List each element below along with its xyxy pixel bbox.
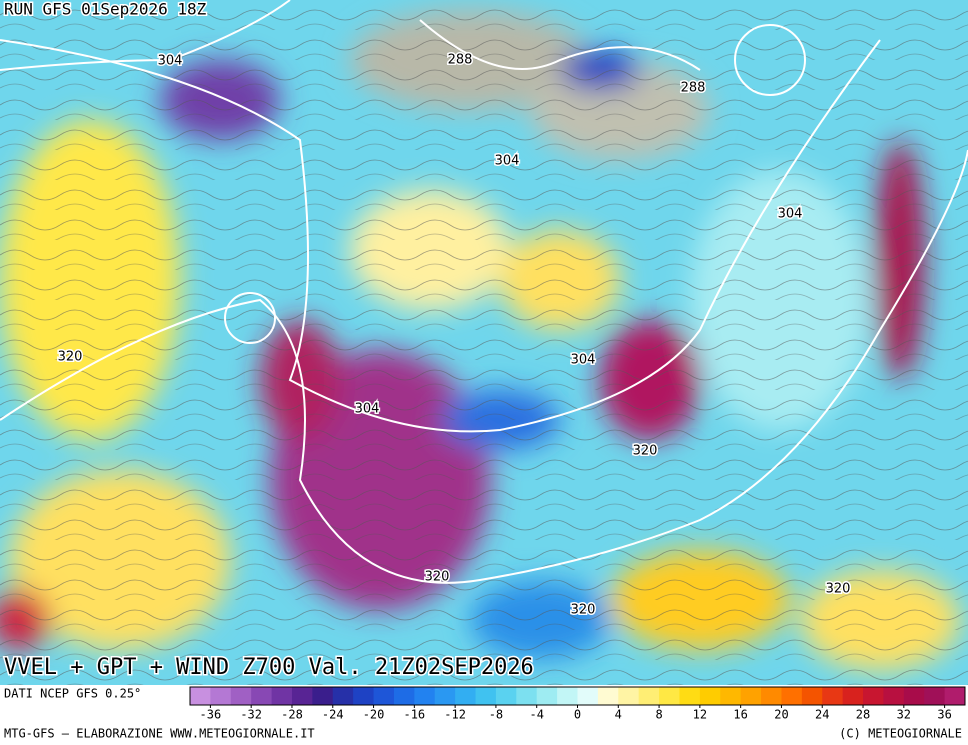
- tick-label: 0: [574, 708, 581, 722]
- color-swatch: [740, 687, 762, 705]
- contour-label: 304: [778, 207, 803, 222]
- source-label: DATI NCEP GFS 0.25°: [4, 687, 141, 701]
- color-swatch: [699, 687, 721, 705]
- color-swatch: [332, 687, 354, 705]
- color-swatch: [883, 687, 905, 705]
- color-swatch: [924, 687, 946, 705]
- color-swatch: [373, 687, 395, 705]
- contour-label: 320: [425, 570, 450, 585]
- color-swatch: [516, 687, 538, 705]
- color-swatch: [618, 687, 640, 705]
- color-swatch: [414, 687, 436, 705]
- color-swatch: [720, 687, 742, 705]
- tick-label: 36: [937, 708, 951, 722]
- contour-labels: 304 288 288 304 304 320 304 304 320 320 320 320: [56, 51, 852, 619]
- tick-label: 16: [733, 708, 747, 722]
- color-swatch: [557, 687, 578, 705]
- color-swatch: [781, 687, 803, 705]
- tick-label: -16: [403, 708, 425, 722]
- color-swatch: [230, 687, 252, 705]
- tick-label: -4: [529, 708, 543, 722]
- color-swatch: [312, 687, 334, 705]
- tick-label: -36: [200, 708, 222, 722]
- tick-label: 24: [815, 708, 829, 722]
- color-swatch: [944, 687, 966, 705]
- map: 304 288 288 304 304 320 304 304 320 320 320 320 RUN…: [0, 0, 968, 685]
- color-swatch: [455, 687, 477, 705]
- tick-label: -20: [363, 708, 385, 722]
- color-swatch: [659, 687, 680, 705]
- contour-label: 320: [826, 582, 851, 597]
- color-swatch: [863, 687, 884, 705]
- color-swatch: [597, 687, 619, 705]
- tick-label: -28: [281, 708, 303, 722]
- contour-label: 320: [58, 350, 83, 365]
- tick-label: 32: [897, 708, 911, 722]
- color-swatch: [577, 687, 599, 705]
- tick-label: 4: [615, 708, 622, 722]
- color-swatch: [801, 687, 823, 705]
- color-swatch: [761, 687, 782, 705]
- tick-label: 28: [856, 708, 870, 722]
- tick-label: 8: [655, 708, 662, 722]
- color-swatch: [353, 687, 375, 705]
- colorbar: -36 -32 -28 -24 -20 -16 -12 -8 -4 0 4 8 12 16 20 24 28 32…: [189, 686, 966, 722]
- color-swatch: [210, 687, 232, 705]
- color-swatch: [638, 687, 660, 705]
- tick-label: 20: [774, 708, 788, 722]
- color-swatch: [291, 687, 313, 705]
- tick-label: 12: [693, 708, 707, 722]
- color-swatch: [190, 687, 211, 705]
- map-title: VVEL + GPT + WIND Z700 Val. 21Z02SEP2026: [4, 655, 534, 680]
- footer-right: (C) METEOGIORNALE: [839, 727, 962, 741]
- color-swatch: [679, 687, 701, 705]
- color-swatch: [842, 687, 864, 705]
- contour-label: 288: [448, 53, 473, 68]
- color-swatch: [495, 687, 517, 705]
- contour-label: 320: [633, 444, 658, 459]
- color-swatch: [434, 687, 456, 705]
- color-swatch: [536, 687, 558, 705]
- contours: [0, 0, 968, 584]
- tick-label: -32: [240, 708, 262, 722]
- contour-label: 304: [495, 154, 520, 169]
- run-label: RUN GFS 01Sep2026 18Z: [4, 0, 207, 19]
- contour-label: 304: [571, 353, 596, 368]
- contour-label: 320: [571, 603, 596, 618]
- color-swatch: [271, 687, 293, 705]
- color-swatch: [822, 687, 844, 705]
- footer-left: MTG-GFS — ELABORAZIONE WWW.METEOGIORNALE…: [4, 727, 315, 741]
- tick-label: -24: [322, 708, 344, 722]
- color-swatch: [903, 687, 925, 705]
- contour-label: 304: [355, 402, 380, 417]
- color-swatch: [251, 687, 273, 705]
- color-swatch: [475, 687, 497, 705]
- contour-label: 304: [158, 54, 183, 69]
- contour-label: 288: [681, 81, 706, 96]
- tick-label: -8: [489, 708, 503, 722]
- tick-label: -12: [444, 708, 466, 722]
- color-swatch: [393, 687, 415, 705]
